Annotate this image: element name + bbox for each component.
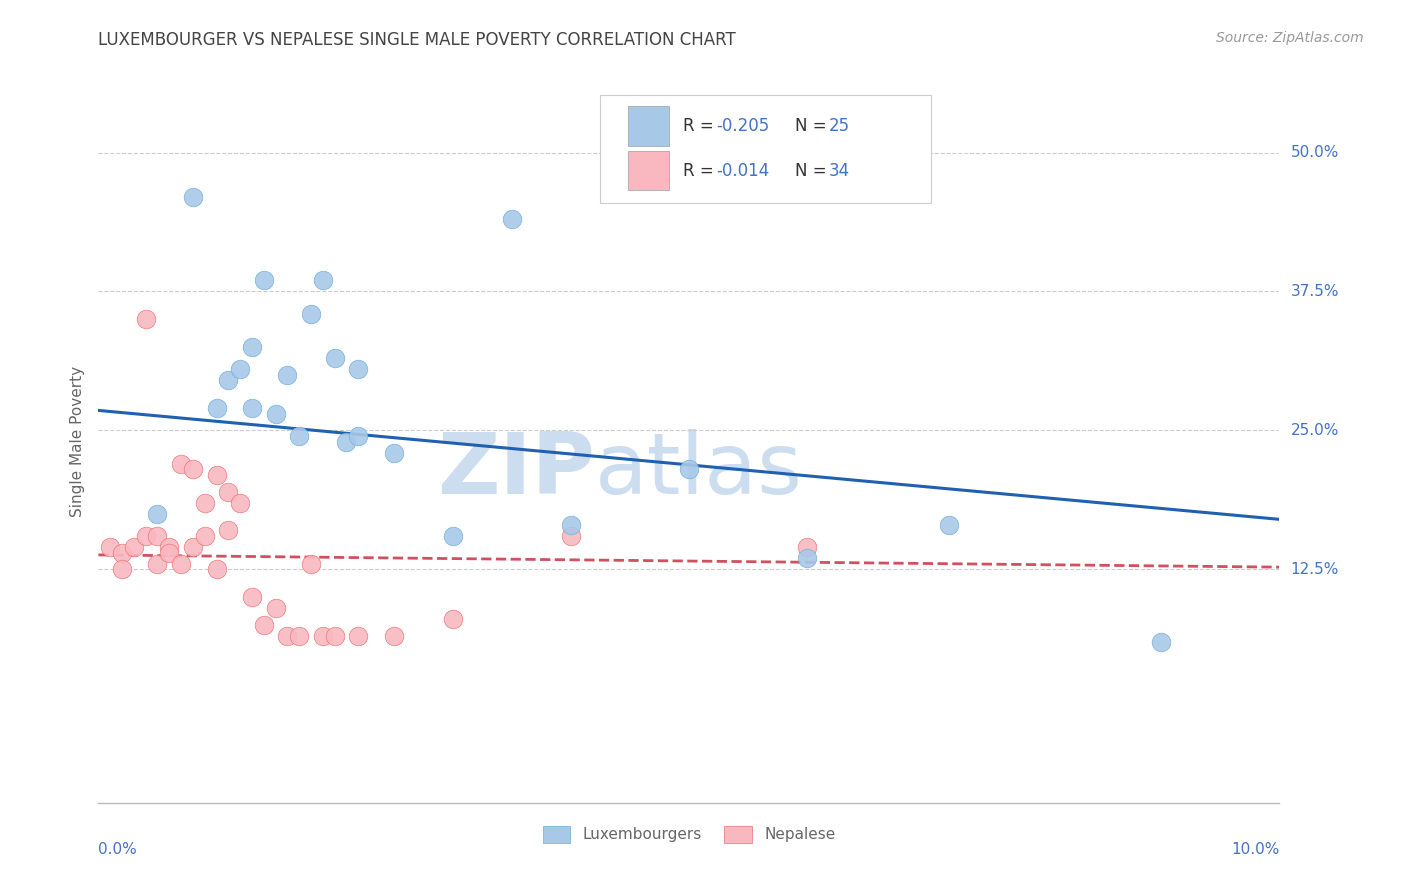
Text: 10.0%: 10.0% — [1232, 842, 1279, 856]
Point — [181, 190, 204, 204]
Text: 25.0%: 25.0% — [1291, 423, 1339, 438]
Text: N =: N = — [796, 161, 832, 179]
Text: R =: R = — [683, 161, 718, 179]
FancyBboxPatch shape — [627, 151, 669, 191]
Text: -0.014: -0.014 — [716, 161, 769, 179]
Text: 25: 25 — [828, 117, 849, 135]
Text: LUXEMBOURGER VS NEPALESE SINGLE MALE POVERTY CORRELATION CHART: LUXEMBOURGER VS NEPALESE SINGLE MALE POV… — [98, 31, 737, 49]
Point — [253, 618, 276, 632]
Text: 50.0%: 50.0% — [1291, 145, 1339, 160]
Point — [146, 507, 169, 521]
Point — [441, 529, 464, 543]
Point — [276, 368, 298, 382]
Point — [299, 557, 322, 571]
Point — [382, 445, 405, 459]
Point — [157, 546, 180, 560]
Point — [335, 434, 357, 449]
Point — [205, 467, 228, 482]
Point — [347, 629, 370, 643]
Point — [323, 351, 346, 366]
Point — [181, 540, 204, 554]
Point — [382, 629, 405, 643]
Point — [194, 496, 217, 510]
Point — [122, 540, 145, 554]
Point — [170, 557, 193, 571]
Point — [312, 273, 335, 287]
Point — [217, 484, 239, 499]
Point — [938, 517, 960, 532]
Point — [240, 590, 263, 604]
Point — [157, 540, 180, 554]
Text: atlas: atlas — [595, 429, 803, 512]
Point — [501, 212, 523, 227]
Point — [347, 362, 370, 376]
Point — [217, 524, 239, 538]
Text: -0.205: -0.205 — [716, 117, 769, 135]
Text: N =: N = — [796, 117, 832, 135]
Point — [299, 307, 322, 321]
Text: 0.0%: 0.0% — [98, 842, 138, 856]
FancyBboxPatch shape — [627, 106, 669, 145]
Point — [560, 529, 582, 543]
Point — [229, 496, 252, 510]
Point — [264, 407, 287, 421]
Point — [347, 429, 370, 443]
Text: R =: R = — [683, 117, 718, 135]
FancyBboxPatch shape — [600, 95, 931, 203]
Point — [98, 540, 121, 554]
Legend: Luxembourgers, Nepalese: Luxembourgers, Nepalese — [537, 820, 841, 849]
Point — [111, 546, 134, 560]
Point — [264, 601, 287, 615]
Point — [678, 462, 700, 476]
Text: ZIP: ZIP — [437, 429, 595, 512]
Point — [323, 629, 346, 643]
Point — [796, 551, 818, 566]
Point — [217, 373, 239, 387]
Point — [253, 273, 276, 287]
Point — [111, 562, 134, 576]
Text: 34: 34 — [828, 161, 849, 179]
Point — [181, 462, 204, 476]
Point — [205, 562, 228, 576]
Point — [1150, 634, 1173, 648]
Point — [560, 517, 582, 532]
Point — [229, 362, 252, 376]
Point — [288, 629, 311, 643]
Point — [146, 529, 169, 543]
Point — [135, 312, 157, 326]
Point — [288, 429, 311, 443]
Point — [170, 457, 193, 471]
Text: 12.5%: 12.5% — [1291, 562, 1339, 577]
Point — [276, 629, 298, 643]
Point — [240, 401, 263, 416]
Point — [146, 557, 169, 571]
Text: Source: ZipAtlas.com: Source: ZipAtlas.com — [1216, 31, 1364, 45]
Point — [441, 612, 464, 626]
Point — [194, 529, 217, 543]
Point — [796, 540, 818, 554]
Point — [312, 629, 335, 643]
Text: 37.5%: 37.5% — [1291, 284, 1339, 299]
Point — [205, 401, 228, 416]
Point — [135, 529, 157, 543]
Y-axis label: Single Male Poverty: Single Male Poverty — [69, 366, 84, 517]
Point — [240, 340, 263, 354]
